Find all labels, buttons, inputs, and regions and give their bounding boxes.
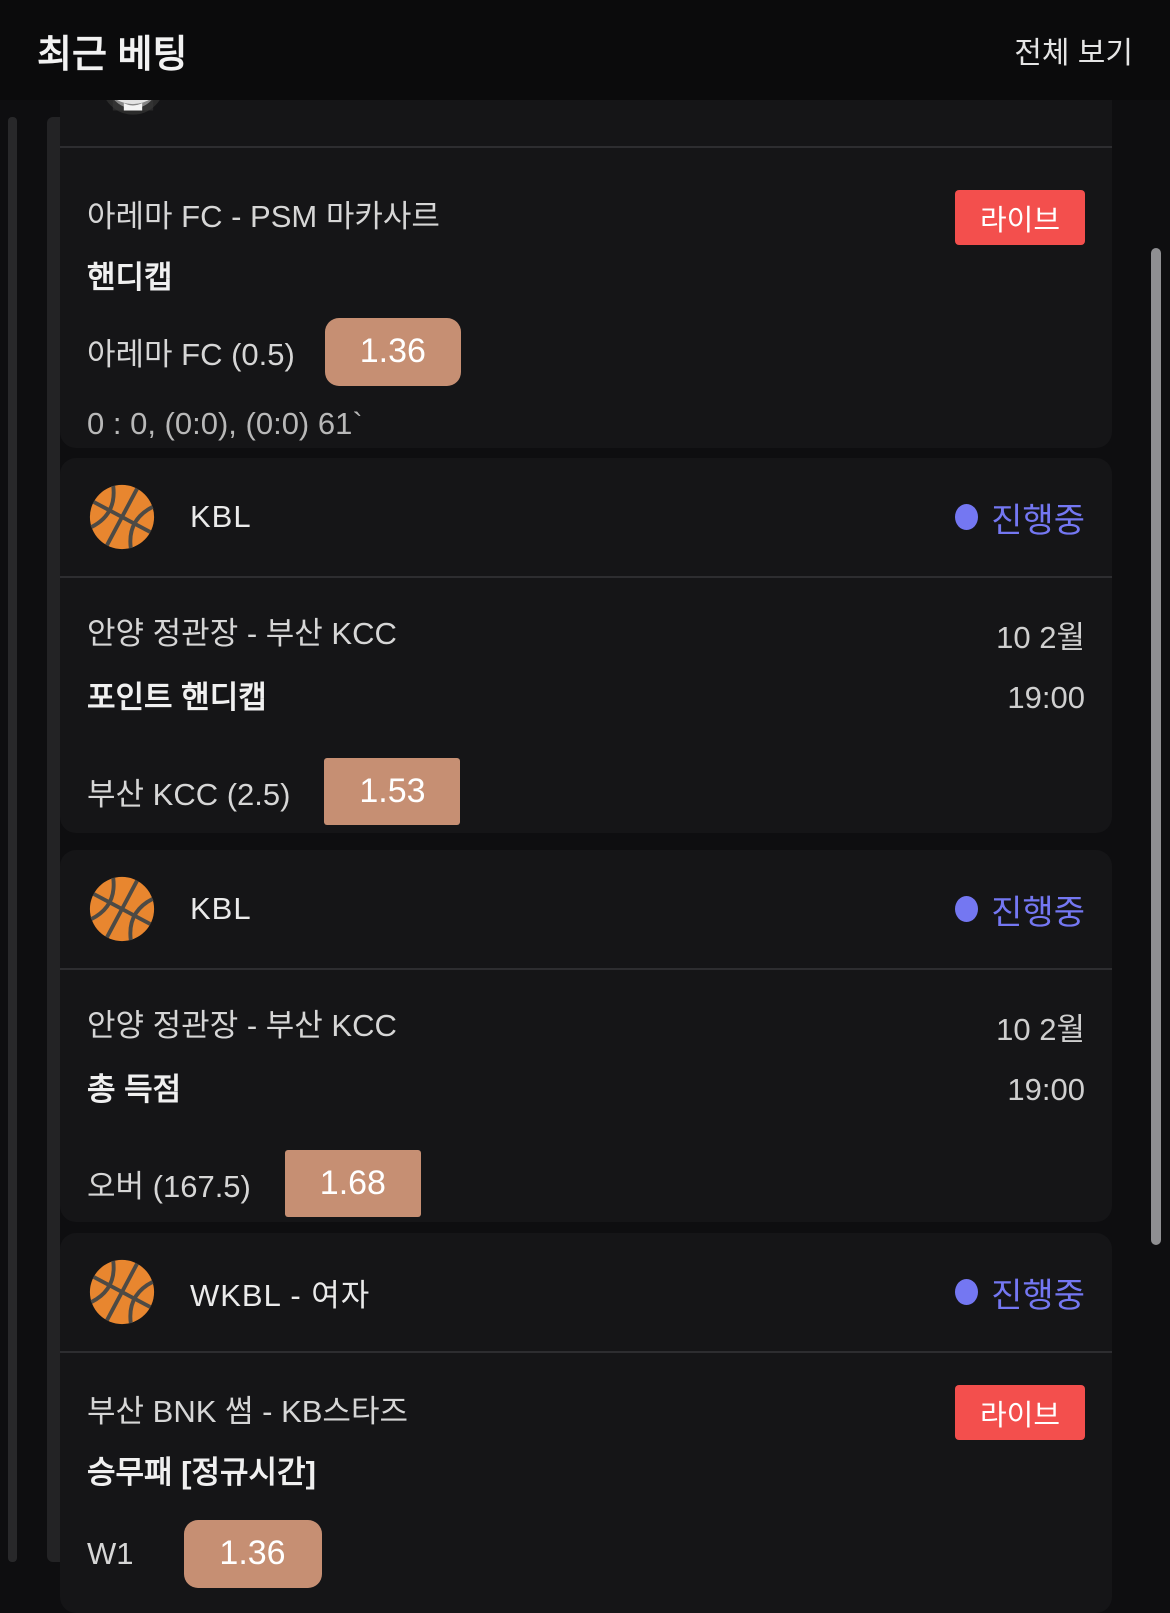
bet-selection: 오버 (167.5) xyxy=(87,1168,251,1204)
card4-league-header: WKBL - 여자 진행중 xyxy=(60,1233,1112,1351)
match-date: 10 2월 xyxy=(996,620,1085,655)
status-dot-icon xyxy=(955,896,979,922)
odds-badge[interactable]: 1.36 xyxy=(324,317,461,386)
bet-selection: W1 xyxy=(87,1535,134,1571)
match-time: 19:00 xyxy=(1007,680,1085,716)
bet-market: 포인트 핸디캡 xyxy=(87,680,267,715)
status-in-progress: 진행중 xyxy=(955,885,1085,934)
bet-selection: 부산 KCC (2.5) xyxy=(87,776,291,812)
status-label: 진행중 xyxy=(991,501,1085,540)
view-all-link[interactable]: 전체 보기 xyxy=(1014,37,1133,70)
bet-selection: 아레마 FC (0.5) xyxy=(87,337,295,373)
live-score: 0 : 0, (0:0), (0:0) 61` xyxy=(87,405,363,441)
match-teams: 안양 정관장 - 부산 KCC xyxy=(87,616,397,652)
bet-card-kbl-total[interactable]: KBL 진행중 안양 정관장 - 부산 KCC 10 2월 총 득점 19:00… xyxy=(60,850,1112,1222)
recent-bets-header: 최근 베팅 전체 보기 xyxy=(0,0,1170,100)
card-divider xyxy=(60,968,1112,970)
status-in-progress: 진행중 xyxy=(955,493,1085,542)
card-divider xyxy=(60,576,1112,578)
bet-market: 승무패 [정규시간] xyxy=(87,1455,316,1490)
match-teams: 안양 정관장 - 부산 KCC xyxy=(87,1008,397,1044)
bet-market: 핸디캡 xyxy=(87,260,173,295)
odds-badge[interactable]: 1.53 xyxy=(324,757,461,825)
match-teams: 부산 BNK 썸 - KB스타즈 xyxy=(87,1394,408,1430)
live-badge: 라이브 xyxy=(955,190,1085,245)
league-name: KBL xyxy=(190,499,252,534)
odds-badge[interactable]: 1.36 xyxy=(183,1519,322,1588)
status-label: 진행중 xyxy=(991,893,1085,932)
card2-league-header: KBL 진행중 xyxy=(60,458,1112,576)
status-dot-icon xyxy=(955,1279,979,1305)
match-date: 10 2월 xyxy=(996,1012,1085,1047)
bet-market: 총 득점 xyxy=(87,1072,182,1107)
basketball-icon xyxy=(89,484,155,550)
match-teams: 아레마 FC - PSM 마카사르 xyxy=(87,199,440,235)
carousel-peek-strip-inner xyxy=(47,117,60,1562)
live-badge: 라이브 xyxy=(955,1385,1085,1440)
card3-league-header: KBL 진행중 xyxy=(60,850,1112,968)
basketball-icon xyxy=(89,876,155,942)
card-divider xyxy=(60,1351,1112,1353)
odds-badge[interactable]: 1.68 xyxy=(284,1149,421,1217)
bet-card-kbl-handicap[interactable]: KBL 진행중 안양 정관장 - 부산 KCC 10 2월 포인트 핸디캡 19… xyxy=(60,458,1112,833)
bet-card-wkbl-live[interactable]: WKBL - 여자 진행중 부산 BNK 썸 - KB스타즈 라이브 승무패 [… xyxy=(60,1233,1112,1613)
status-dot-icon xyxy=(955,504,979,530)
page-title: 최근 베팅 xyxy=(37,33,188,76)
league-name: WKBL - 여자 xyxy=(190,1277,371,1313)
league-name: KBL xyxy=(190,891,252,926)
match-time: 19:00 xyxy=(1007,1072,1085,1108)
card-divider xyxy=(60,146,1112,148)
basketball-icon xyxy=(89,1259,155,1325)
status-in-progress: 진행중 xyxy=(955,1268,1085,1317)
scrollbar-thumb[interactable] xyxy=(1151,248,1161,1245)
carousel-peek-strip-outer xyxy=(8,117,17,1562)
status-label: 진행중 xyxy=(991,1276,1085,1315)
